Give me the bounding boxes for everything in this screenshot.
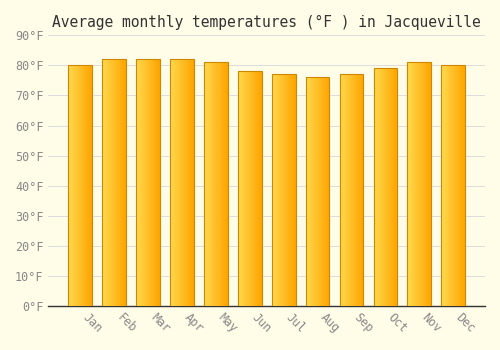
- Bar: [204, 62, 228, 306]
- Bar: [170, 60, 194, 306]
- Bar: [374, 68, 398, 306]
- Bar: [102, 60, 126, 306]
- Title: Average monthly temperatures (°F ) in Jacqueville: Average monthly temperatures (°F ) in Ja…: [52, 15, 481, 30]
- Bar: [68, 65, 92, 306]
- Bar: [442, 65, 465, 306]
- Bar: [238, 71, 262, 306]
- Bar: [306, 77, 330, 306]
- Bar: [340, 75, 363, 306]
- Bar: [136, 60, 160, 306]
- Bar: [272, 75, 295, 306]
- Bar: [408, 62, 431, 306]
